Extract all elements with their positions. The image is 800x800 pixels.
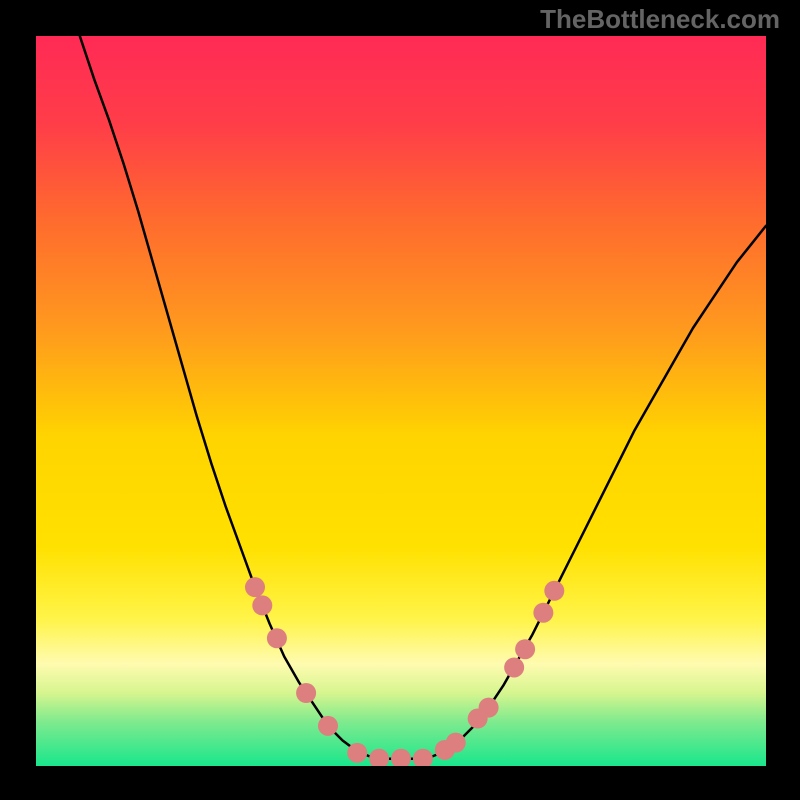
marker-dot (252, 595, 272, 615)
marker-dot (245, 577, 265, 597)
marker-dot (544, 581, 564, 601)
plot-area (36, 36, 766, 766)
gradient-background (36, 36, 766, 766)
chart-stage: TheBottleneck.com (0, 0, 800, 800)
marker-dot (533, 603, 553, 623)
watermark-text: TheBottleneck.com (540, 6, 780, 32)
marker-dot (446, 733, 466, 753)
marker-dot (479, 698, 499, 718)
marker-dot (318, 716, 338, 736)
marker-dot (296, 683, 316, 703)
marker-dot (267, 628, 287, 648)
marker-dot (504, 657, 524, 677)
marker-dot (347, 743, 367, 763)
marker-dot (515, 639, 535, 659)
